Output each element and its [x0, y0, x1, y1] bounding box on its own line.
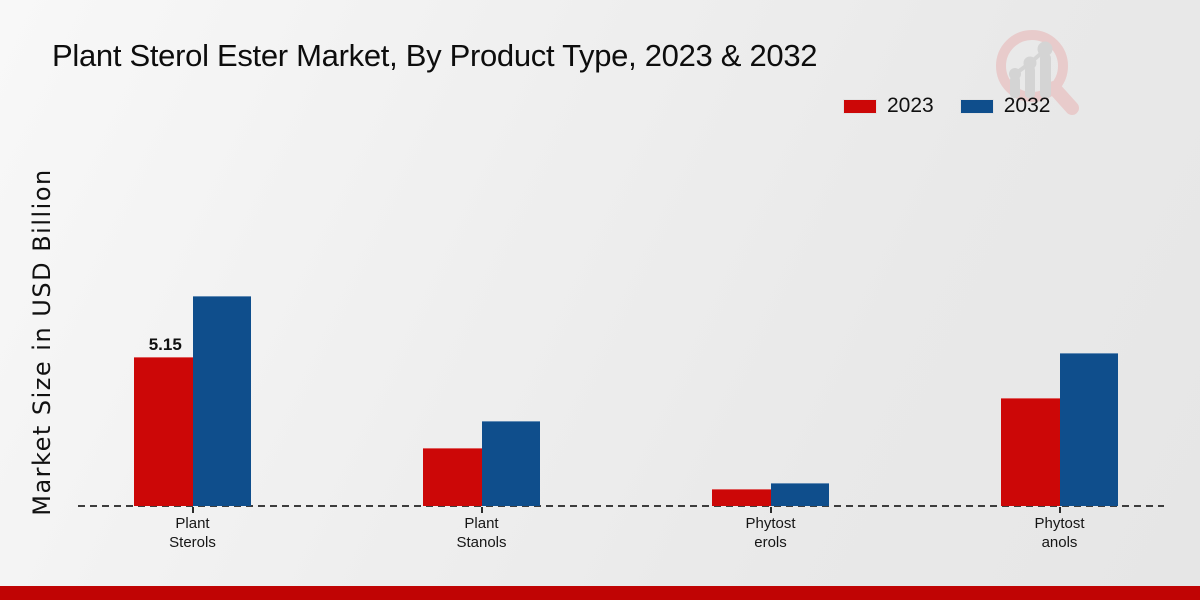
- legend-label-2032: 2032: [1003, 94, 1051, 117]
- bar-value-label: 5.15: [148, 335, 182, 355]
- legend-swatch-2023: [843, 98, 877, 114]
- bar-2032-phytosterols: [770, 483, 829, 506]
- bar-2032-plant-sterols: [192, 296, 251, 506]
- x-tick-label-plant-sterols: Plant Sterols: [169, 515, 216, 551]
- x-axis-baseline: [78, 505, 1164, 507]
- bar-2023-plant-sterols: [134, 357, 193, 506]
- x-axis-tick: [1058, 507, 1061, 513]
- chart-title: Plant Sterol Ester Market, By Product Ty…: [52, 38, 818, 73]
- legend-item-2023: 2023: [843, 94, 934, 118]
- bar-2032-phytostanols: [1059, 352, 1118, 506]
- bottom-red-strip: [0, 586, 1200, 600]
- x-tick-label-phytosterols: Phytost erols: [745, 515, 796, 551]
- magnifier-chart-logo-icon: [996, 30, 1079, 115]
- x-tick-label-phytostanols: Phytost anols: [1034, 515, 1085, 551]
- x-axis-tick: [191, 507, 194, 513]
- bar-2023-plant-stanols: [423, 448, 482, 506]
- x-tick-label-plant-stanols: Plant Stanols: [456, 515, 507, 551]
- legend-item-2032: 2032: [959, 94, 1051, 118]
- bar-2023-phytostanols: [1001, 397, 1060, 506]
- bar-2023-phytosterols: [712, 488, 771, 506]
- legend-label-2023: 2023: [887, 94, 934, 117]
- legend-swatch-2032: [959, 98, 994, 114]
- legend: 2023 2032: [843, 94, 1050, 118]
- x-axis-tick: [480, 507, 483, 513]
- x-axis-tick: [769, 507, 772, 513]
- bar-2032-plant-stanols: [481, 421, 540, 506]
